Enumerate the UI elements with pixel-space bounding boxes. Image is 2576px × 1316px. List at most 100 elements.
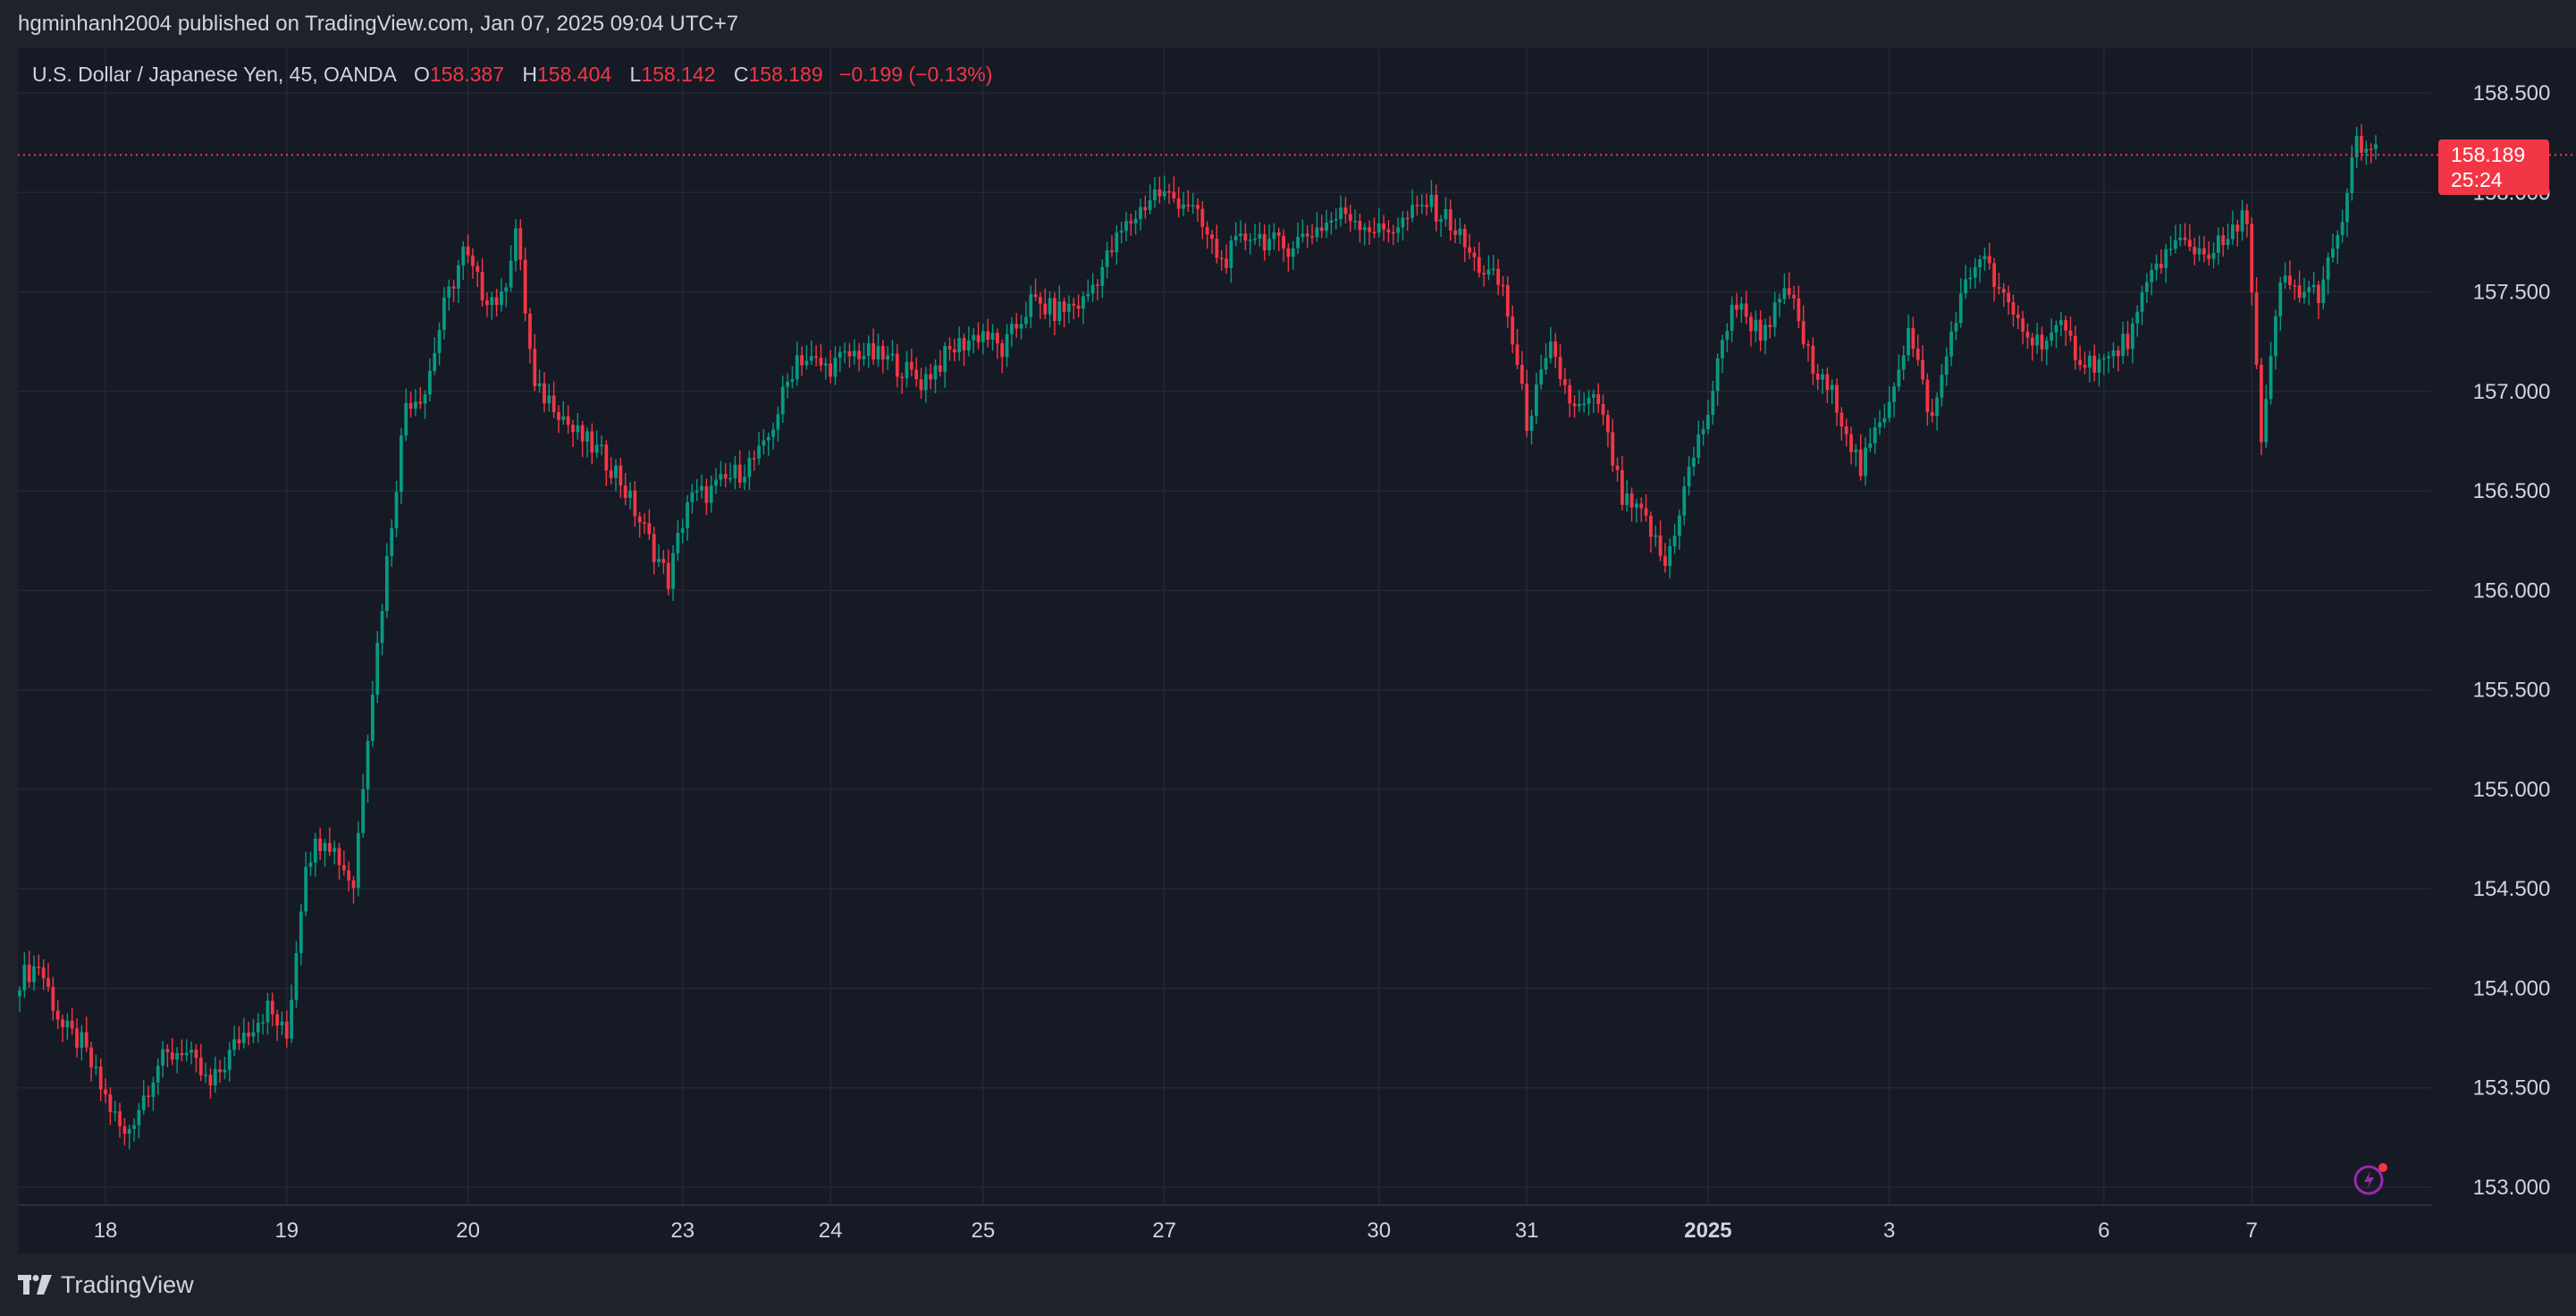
candle-body <box>1086 293 1090 297</box>
candle-body <box>423 394 427 404</box>
x-tick-label: 30 <box>1367 1219 1391 1243</box>
candle-body <box>1448 209 1452 231</box>
candle-body <box>1739 303 1744 310</box>
candle-body <box>2078 359 2083 366</box>
candle-body <box>104 1089 107 1095</box>
candle-body <box>2083 365 2087 368</box>
candle-body <box>737 464 742 483</box>
candle-body <box>333 848 337 852</box>
candle-body <box>1635 503 1638 508</box>
candle-body <box>1148 200 1152 211</box>
brand-name[interactable]: TradingView <box>61 1270 194 1298</box>
candle-body <box>661 559 666 563</box>
candle-body <box>2050 332 2054 342</box>
lightning-icon[interactable] <box>2353 1160 2388 1196</box>
x-tick-label: 18 <box>94 1219 118 1243</box>
candle-body <box>480 271 484 300</box>
chart-area[interactable]: 158.500158.000157.500157.000156.500156.0… <box>18 48 2576 1253</box>
candle-body <box>327 842 332 852</box>
candle-body <box>995 333 999 344</box>
candle-body <box>1654 535 1658 537</box>
candle-body <box>800 355 804 366</box>
candlestick-chart[interactable]: 158.500158.000157.500157.000156.500156.0… <box>18 48 2576 1253</box>
candle-body <box>1758 319 1763 341</box>
candle-body <box>223 1069 227 1073</box>
candle-body <box>2064 320 2068 331</box>
candle-body <box>1453 230 1458 235</box>
candle-body <box>1825 374 1830 391</box>
open-value: 158.387 <box>429 63 504 86</box>
candle-body <box>22 965 27 991</box>
candle-body <box>1572 403 1577 407</box>
candle-body <box>2311 284 2316 288</box>
x-tick-label: 25 <box>972 1219 996 1243</box>
candle-body <box>1682 486 1687 516</box>
candle-body <box>1105 250 1109 267</box>
candle-body <box>1133 218 1138 224</box>
symbol-legend[interactable]: U.S. Dollar / Japanese Yen, 45, OANDA O1… <box>32 63 992 87</box>
candle-body <box>2278 282 2283 316</box>
candle-body <box>408 402 413 409</box>
candle-body <box>1964 279 1967 294</box>
candle-body <box>61 1019 64 1027</box>
candle-body <box>2058 320 2063 325</box>
candle-body <box>1439 219 1444 222</box>
candle-body <box>1425 205 1429 207</box>
grid <box>18 48 2431 1205</box>
candle-body <box>1611 432 1615 466</box>
candle-body <box>232 1039 237 1050</box>
tradingview-logo-icon[interactable] <box>18 1275 52 1295</box>
candle-body <box>1286 248 1291 257</box>
candle-body <box>1678 515 1681 536</box>
candle-body <box>895 353 899 377</box>
candle-body <box>2331 248 2335 258</box>
candle-body <box>1124 221 1128 232</box>
candle-body <box>1382 223 1385 230</box>
candle-body <box>1568 384 1572 404</box>
candle-body <box>943 346 947 372</box>
candle-body <box>1396 227 1401 233</box>
candle-body <box>1897 369 1901 387</box>
candle-body <box>1764 325 1767 341</box>
candle-body <box>766 436 770 441</box>
candle-body <box>2207 254 2211 259</box>
candle-body <box>2340 222 2344 235</box>
candle-body <box>1806 344 1810 346</box>
candle-body <box>390 527 394 556</box>
candle-body <box>141 1095 146 1110</box>
candle-body <box>113 1111 117 1113</box>
candle-body <box>852 350 856 357</box>
candle-body <box>1000 343 1005 358</box>
candle-body <box>1276 232 1281 236</box>
candle-body <box>1325 223 1328 232</box>
candle-body <box>442 297 446 331</box>
candle-body <box>1629 493 1634 508</box>
candle-body <box>1139 207 1142 219</box>
last-price-value: 158.189 <box>2451 143 2526 166</box>
candle-body <box>1620 469 1624 505</box>
candle-body <box>198 1058 203 1076</box>
candle-body <box>576 425 580 433</box>
candle-body <box>2154 263 2159 270</box>
candle-body <box>543 383 546 404</box>
candle-body <box>962 338 966 351</box>
candle-body <box>1992 263 1997 288</box>
candle-body <box>523 259 527 314</box>
candle-body <box>957 338 962 353</box>
candle-body <box>566 416 570 426</box>
close-value: 158.189 <box>748 63 823 86</box>
candle-body <box>547 395 551 404</box>
candle-body <box>2183 237 2187 240</box>
candle-body <box>1410 205 1415 218</box>
candle-body <box>1167 190 1171 193</box>
candle-body <box>290 1000 294 1039</box>
candle-body <box>1672 536 1677 546</box>
candle-body <box>857 350 862 359</box>
x-tick-label: 24 <box>819 1219 843 1243</box>
candle-body <box>981 331 985 342</box>
candle-body <box>657 559 661 562</box>
candle-body <box>1730 304 1734 332</box>
candles <box>18 123 2378 1150</box>
candle-body <box>2168 249 2173 250</box>
candle-body <box>2092 355 2097 373</box>
